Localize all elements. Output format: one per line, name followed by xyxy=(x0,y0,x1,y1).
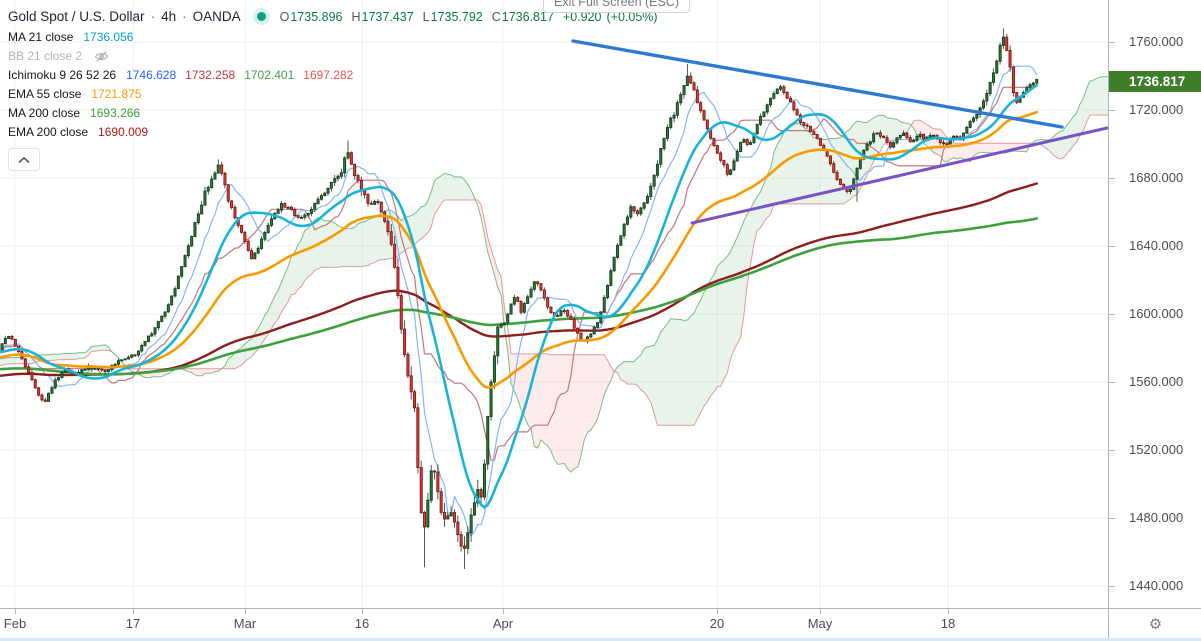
time-tick-dash xyxy=(245,609,246,614)
interval-label[interactable]: 4h xyxy=(161,9,177,24)
price-tick-dash xyxy=(1109,314,1115,315)
price-tick-label: 1440.000 xyxy=(1129,578,1184,593)
price-tick-dash xyxy=(1109,246,1115,247)
time-tick-dash xyxy=(717,609,718,614)
ascending-trendline[interactable] xyxy=(690,126,1108,225)
time-tick-label: Apr xyxy=(492,616,514,631)
high-value: 1737.437 xyxy=(361,9,414,24)
indicator-name: BB 21 close 2 xyxy=(8,48,83,63)
indicator-value: 1702.401 xyxy=(244,67,295,82)
indicator-value: 1746.628 xyxy=(126,67,177,82)
time-tick-dash xyxy=(820,609,821,614)
price-tick-label: 1680.000 xyxy=(1129,170,1184,185)
chevron-up-icon xyxy=(18,156,30,163)
market-status-dot-icon[interactable] xyxy=(256,12,266,21)
price-tick-label: 1480.000 xyxy=(1129,510,1184,525)
indicator-rows: MA 21 close 1736.056 BB 21 close 2 Ichimoku… xyxy=(8,27,658,141)
price-tick-label: 1520.000 xyxy=(1129,442,1184,457)
indicator-value: 1690.009 xyxy=(98,124,149,139)
time-tick-label: May xyxy=(807,616,833,631)
descending-trendline[interactable] xyxy=(571,39,1064,129)
collapse-legend-button[interactable] xyxy=(8,148,40,171)
price-tick-dash xyxy=(1109,382,1115,383)
indicator-value: 1732.258 xyxy=(185,67,236,82)
separator: · xyxy=(182,9,187,24)
time-tick-dash xyxy=(133,609,134,614)
open-label: O xyxy=(279,9,290,24)
legend-row-bb-21-close-2[interactable]: BB 21 close 2 xyxy=(8,46,658,65)
indicator-value: 1697.282 xyxy=(303,67,354,82)
change-percent: (+0.05%) xyxy=(606,9,658,24)
price-tick-dash xyxy=(1109,110,1115,111)
price-tick-dash xyxy=(1109,586,1115,587)
eye-off-icon[interactable] xyxy=(94,49,109,64)
low-label: L xyxy=(422,9,430,24)
window-edge-strip xyxy=(0,638,1201,641)
time-tick-label: 17 xyxy=(125,616,141,631)
exchange-label[interactable]: OANDA xyxy=(192,9,241,24)
change-value: +0.920 xyxy=(562,9,602,24)
indicator-name: MA 200 close xyxy=(8,105,81,120)
time-tick-label: 18 xyxy=(940,616,956,631)
indicator-value: 1721.875 xyxy=(91,86,142,101)
time-tick-label: 16 xyxy=(354,616,370,631)
indicator-name: EMA 200 close xyxy=(8,124,89,139)
ma200-line xyxy=(0,217,1038,376)
time-tick-dash xyxy=(362,609,363,614)
chart-legend: Gold Spot / U.S. Dollar · 4h · OANDA O 1… xyxy=(8,6,658,171)
price-chart[interactable] xyxy=(0,0,1108,608)
price-tick-label: 1560.000 xyxy=(1129,374,1184,389)
price-tick-label: 1640.000 xyxy=(1129,238,1184,253)
price-tick-label: 1720.000 xyxy=(1129,102,1184,117)
time-tick-dash xyxy=(503,609,504,614)
axis-settings-corner[interactable]: ⚙ xyxy=(1108,608,1201,639)
legend-row-ichimoku-9-26-52-26[interactable]: Ichimoku 9 26 52 26 1746.628 1732.258 1702.… xyxy=(8,65,658,84)
price-tick-dash xyxy=(1109,450,1115,451)
price-tick-label: 1600.000 xyxy=(1129,306,1184,321)
indicator-value: 1736.056 xyxy=(83,29,134,44)
close-label: C xyxy=(491,9,501,24)
exit-fullscreen-hint: Exit Full Screen (ESC) xyxy=(543,0,691,13)
time-axis[interactable]: Feb 17 Mar 16 Apr 20 May 18 xyxy=(0,608,1108,639)
ema200-line xyxy=(0,182,1038,377)
price-axis[interactable]: 1736.817 1760.000 1720.000 1680.000 1640.00… xyxy=(1108,0,1201,608)
tenkan-line xyxy=(0,65,1038,537)
indicator-name: Ichimoku 9 26 52 26 xyxy=(8,67,117,82)
price-tick-dash xyxy=(1109,178,1115,179)
legend-row-ma-21-close[interactable]: MA 21 close 1736.056 xyxy=(8,27,658,46)
symbol-title-row[interactable]: Gold Spot / U.S. Dollar · 4h · OANDA O 1… xyxy=(8,6,658,27)
low-value: 1735.792 xyxy=(430,9,483,24)
ohlc-values: O 1735.896 H 1737.437 L 1735.792 C 1736.… xyxy=(280,10,658,24)
gear-icon[interactable]: ⚙ xyxy=(1148,615,1163,633)
legend-row-ema-55-close[interactable]: EMA 55 close 1721.875 xyxy=(8,84,658,103)
legend-row-ema-200-close[interactable]: EMA 200 close 1690.009 xyxy=(8,122,658,141)
separator: · xyxy=(150,9,156,24)
time-tick-dash xyxy=(948,609,949,614)
high-label: H xyxy=(351,9,361,24)
indicator-value: 1693.266 xyxy=(90,105,141,120)
time-tick-label: Feb xyxy=(3,616,27,631)
price-tick-dash xyxy=(1109,518,1115,519)
legend-row-ma-200-close[interactable]: MA 200 close 1693.266 xyxy=(8,103,658,122)
indicator-name: EMA 55 close xyxy=(8,86,82,101)
price-tick-label: 1760.000 xyxy=(1129,34,1184,49)
chart-pane[interactable] xyxy=(0,0,1108,608)
time-tick-label: 20 xyxy=(709,616,725,631)
close-value: 1736.817 xyxy=(501,9,554,24)
price-tick-dash xyxy=(1109,42,1115,43)
indicator-name: MA 21 close xyxy=(8,29,74,44)
open-value: 1735.896 xyxy=(290,9,343,24)
symbol-name[interactable]: Gold Spot / U.S. Dollar xyxy=(8,9,145,24)
time-tick-label: Mar xyxy=(233,616,257,631)
kijun-line xyxy=(0,84,1038,461)
ma21-line xyxy=(0,84,1038,509)
time-tick-dash xyxy=(15,609,16,614)
ema55-line xyxy=(0,110,1038,389)
ichimoku-cloud xyxy=(0,76,1108,473)
last-price-label: 1736.817 xyxy=(1109,71,1201,92)
